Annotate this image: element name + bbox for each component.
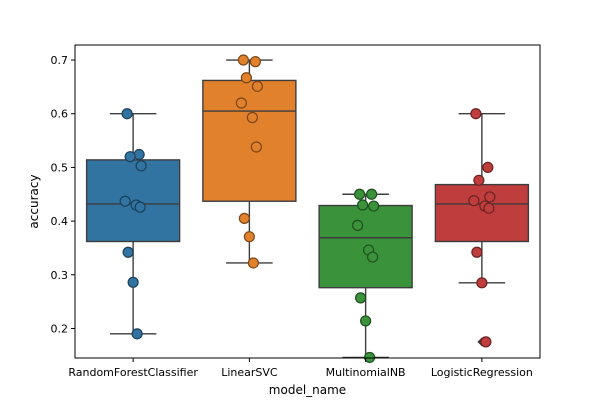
data-point (237, 54, 249, 66)
data-point (127, 276, 139, 288)
data-point (468, 195, 480, 207)
data-point (124, 151, 136, 163)
box-group-0 (85, 113, 181, 335)
y-tick-label: 0.6 (51, 108, 69, 121)
y-tick-label: 0.5 (51, 161, 69, 174)
data-point (251, 80, 263, 92)
x-axis-title: model_name (269, 383, 346, 397)
plot-frame (74, 44, 541, 359)
x-tick-label: LinearSVC (221, 366, 278, 379)
data-point (131, 328, 143, 340)
data-point (121, 108, 133, 120)
y-axis: 0.2 0.3 0.4 0.5 0.6 0.7 (51, 54, 75, 335)
data-point (367, 251, 379, 263)
data-point (364, 351, 376, 364)
data-point (483, 202, 495, 214)
data-point (470, 108, 482, 120)
data-point (235, 97, 247, 109)
data-point (135, 160, 147, 172)
data-point (366, 188, 378, 200)
x-axis: RandomForestClassifier LinearSVC Multinomi… (68, 358, 533, 379)
data-point (482, 161, 494, 174)
x-tick-label: RandomForestClassifier (68, 366, 198, 379)
data-point (476, 277, 488, 289)
data-point (122, 246, 134, 258)
strip-points-3 (468, 108, 496, 348)
box (202, 79, 297, 202)
data-point (484, 191, 496, 203)
data-point (238, 212, 250, 225)
data-point (250, 141, 262, 153)
box-group-3 (434, 113, 530, 347)
data-point (360, 315, 372, 327)
data-point (357, 199, 369, 211)
y-axis-title: accuracy (27, 174, 41, 228)
data-point (243, 231, 255, 243)
data-point (480, 336, 492, 348)
data-point (354, 188, 366, 200)
box (434, 183, 530, 243)
data-point (134, 201, 146, 213)
data-point (473, 174, 485, 186)
y-tick-label: 0.7 (51, 54, 69, 67)
data-point (471, 246, 483, 258)
strip-points-1 (235, 54, 263, 269)
x-tick-label: LogisticRegression (431, 366, 533, 379)
plot-area (85, 54, 530, 364)
x-tick-label: MultinomialNB (326, 366, 406, 379)
data-point (240, 72, 252, 84)
strip-points-2 (352, 188, 380, 364)
data-point (247, 257, 259, 269)
data-point (352, 219, 364, 231)
box-group-1 (202, 59, 297, 264)
data-point (368, 200, 380, 212)
y-tick-label: 0.4 (51, 215, 69, 228)
data-point (246, 111, 258, 124)
data-point (119, 195, 131, 207)
data-point (355, 292, 367, 304)
data-point (133, 148, 145, 161)
y-tick-label: 0.3 (51, 269, 69, 282)
y-tick-label: 0.2 (51, 322, 69, 335)
data-point (249, 56, 261, 68)
box-group-2 (318, 193, 413, 359)
strip-points-0 (119, 108, 147, 340)
